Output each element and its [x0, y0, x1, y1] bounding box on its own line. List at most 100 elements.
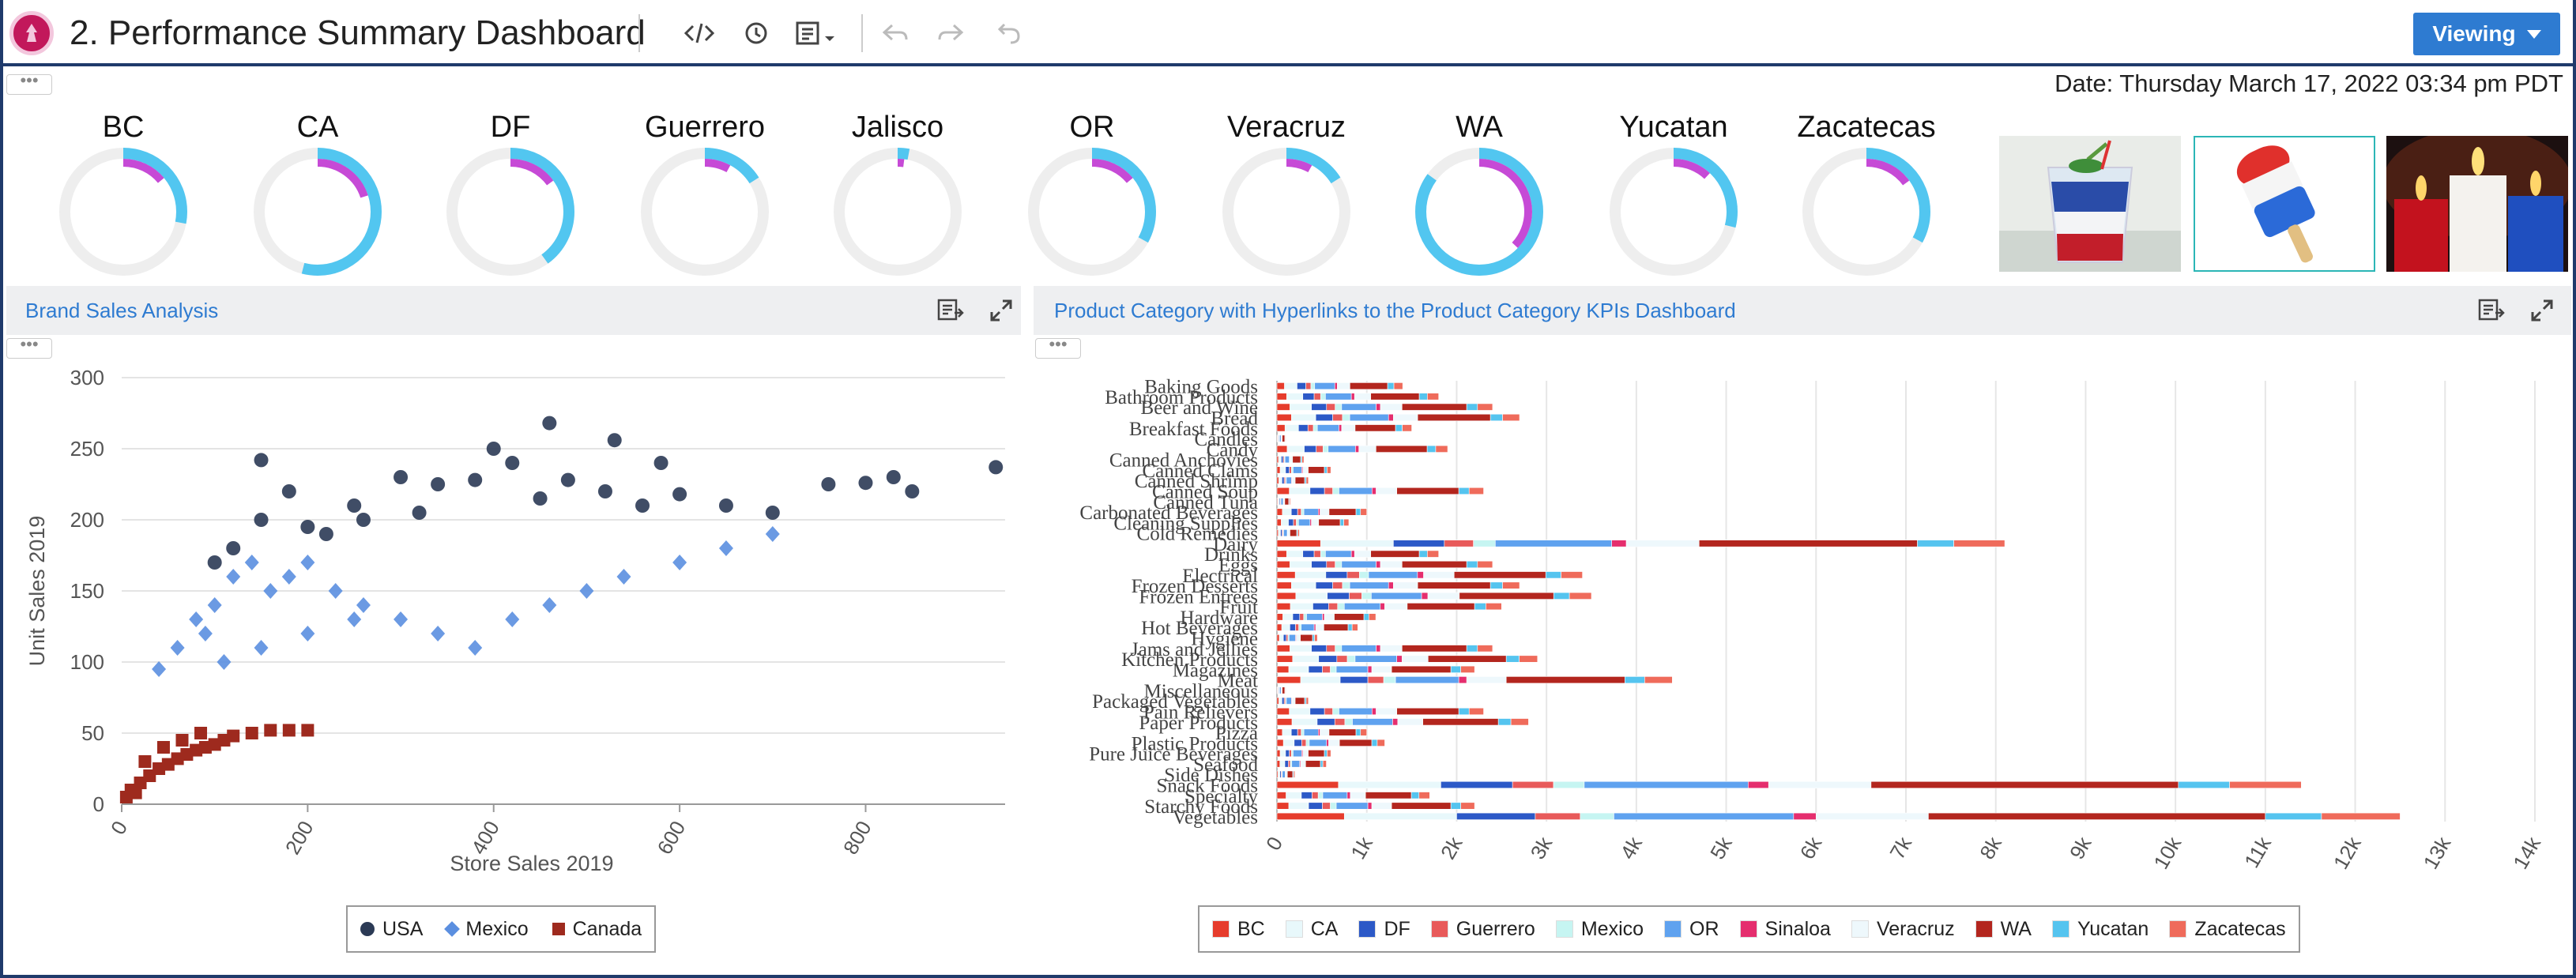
- bar-segment-or[interactable]: [1280, 498, 1284, 506]
- scatter-point-mexico[interactable]: [431, 626, 446, 641]
- category-label[interactable]: Cold Remedies: [1137, 524, 1258, 545]
- bar-segment-yucatan[interactable]: [1625, 676, 1645, 684]
- scatter-point-mexico[interactable]: [300, 555, 315, 570]
- bar-segment-df[interactable]: [1294, 739, 1302, 747]
- gauge-yucatan[interactable]: Yucatan: [1596, 111, 1751, 276]
- bar-segment-wa[interactable]: [1459, 592, 1554, 600]
- bar-segment-bc[interactable]: [1276, 781, 1339, 789]
- bar-segment-ca[interactable]: [1279, 697, 1282, 705]
- scatter-point-mexico[interactable]: [189, 611, 204, 627]
- bar-segment-zacatecas[interactable]: [1360, 508, 1368, 516]
- bar-segment-df[interactable]: [1301, 792, 1312, 799]
- scatter-point-canada[interactable]: [282, 724, 296, 737]
- bar-segment-yucatan[interactable]: [1489, 581, 1503, 589]
- bar-segment-guerrero[interactable]: [1307, 424, 1314, 432]
- bar-segment-wa[interactable]: [1376, 445, 1428, 453]
- bar-segment-sinaloa[interactable]: [1318, 508, 1320, 516]
- bar-segment-zacatecas[interactable]: [1293, 770, 1296, 778]
- bar-segment-sinaloa[interactable]: [1793, 812, 1817, 820]
- bar-segment-ca[interactable]: [1279, 476, 1282, 484]
- bar-segment-mexico[interactable]: [1344, 718, 1353, 726]
- bar-segment-guerrero[interactable]: [1286, 634, 1289, 642]
- bar-segment-sinaloa[interactable]: [1392, 718, 1399, 726]
- bar-segment-ca[interactable]: [1278, 529, 1281, 537]
- bar-segment-df[interactable]: [1308, 802, 1323, 810]
- bar-segment-ca[interactable]: [1294, 571, 1327, 579]
- bar-segment-veracruz[interactable]: [1423, 571, 1455, 579]
- legend-item-veracruz[interactable]: Veracruz: [1851, 918, 1955, 941]
- bar-segment-sinaloa[interactable]: [1376, 645, 1381, 653]
- scatter-point-canada[interactable]: [129, 786, 142, 799]
- scatter-point-mexico[interactable]: [217, 654, 232, 670]
- bar-segment-zacatecas[interactable]: [1427, 393, 1439, 401]
- bar-segment-or[interactable]: [1368, 571, 1418, 579]
- bar-segment-ca[interactable]: [1279, 634, 1284, 642]
- scatter-point-usa[interactable]: [300, 520, 315, 534]
- bar-segment-zacatecas[interactable]: [1343, 518, 1350, 526]
- bar-segment-zacatecas[interactable]: [1314, 634, 1318, 642]
- bar-segment-df[interactable]: [1318, 655, 1338, 663]
- bar-segment-yucatan[interactable]: [1474, 603, 1486, 611]
- bar-segment-ca[interactable]: [1320, 540, 1394, 547]
- scatter-point-mexico[interactable]: [347, 611, 362, 627]
- bar-segment-wa[interactable]: [1300, 634, 1313, 642]
- bar-segment-zacatecas[interactable]: [1953, 540, 2005, 547]
- bar-segment-wa[interactable]: [1417, 581, 1491, 589]
- bar-segment-veracruz[interactable]: [1380, 645, 1403, 653]
- category-label[interactable]: Miscellaneous: [1144, 681, 1258, 702]
- bar-segment-df[interactable]: [1282, 697, 1285, 705]
- bar-segment-wa[interactable]: [1324, 623, 1349, 631]
- scatter-point-usa[interactable]: [254, 513, 269, 527]
- bar-segment-zacatecas[interactable]: [1305, 697, 1309, 705]
- bar-segment-df[interactable]: [1292, 613, 1301, 621]
- bar-segment-wa[interactable]: [1290, 529, 1297, 537]
- bar-segment-mexico[interactable]: [1335, 403, 1343, 411]
- scatter-point-usa[interactable]: [505, 456, 520, 470]
- bar-segment-mexico[interactable]: [1303, 613, 1307, 621]
- bar-segment-ca[interactable]: [1289, 487, 1311, 495]
- bar-segment-bc[interactable]: [1276, 603, 1291, 611]
- bar-segment-sinaloa[interactable]: [1350, 393, 1355, 401]
- bar-segment-yucatan[interactable]: [1497, 718, 1512, 726]
- category-label[interactable]: Drinks: [1204, 544, 1258, 566]
- bar-segment-yucatan[interactable]: [1418, 393, 1428, 401]
- bar-segment-or[interactable]: [1314, 382, 1335, 390]
- legend-item-df[interactable]: DF: [1358, 918, 1410, 941]
- bar-segment-veracruz[interactable]: [1290, 456, 1294, 464]
- bar-segment-df[interactable]: [1325, 571, 1348, 579]
- legend-item-zacatecas[interactable]: Zacatecas: [2169, 918, 2286, 941]
- bar-segment-veracruz[interactable]: [1300, 760, 1306, 768]
- bar-segment-mexico[interactable]: [1342, 581, 1350, 589]
- bar-segment-wa[interactable]: [1422, 718, 1499, 726]
- bar-segment-veracruz[interactable]: [1393, 581, 1418, 589]
- bar-segment-ca[interactable]: [1282, 508, 1292, 516]
- bar-segment-veracruz[interactable]: [1302, 466, 1309, 474]
- scatter-point-mexico[interactable]: [328, 583, 343, 599]
- legend-item-or[interactable]: OR: [1664, 918, 1719, 941]
- bar-segment-bc[interactable]: [1276, 676, 1301, 684]
- scatter-point-usa[interactable]: [226, 541, 241, 555]
- bar-segment-mexico[interactable]: [1361, 592, 1372, 600]
- category-label[interactable]: Carbonated Beverages: [1079, 502, 1258, 524]
- category-label[interactable]: Pure Juice Beverages: [1089, 744, 1258, 765]
- bar-segment-ca[interactable]: [1300, 676, 1341, 684]
- bar-segment-yucatan[interactable]: [1355, 508, 1361, 516]
- legend-item-sinaloa[interactable]: Sinaloa: [1739, 918, 1831, 941]
- bar-segment-mexico[interactable]: [1342, 413, 1350, 422]
- bar-segment-yucatan[interactable]: [1320, 760, 1324, 768]
- bar-segment-bc[interactable]: [1276, 424, 1286, 432]
- scatter-point-canada[interactable]: [245, 727, 258, 739]
- bar-segment-zacatecas[interactable]: [1305, 476, 1309, 484]
- bar-segment-wa[interactable]: [1370, 550, 1420, 558]
- bar-segment-wa[interactable]: [1391, 802, 1452, 810]
- bar-segment-yucatan[interactable]: [1545, 571, 1561, 579]
- bar-segment-sinaloa[interactable]: [1417, 571, 1424, 579]
- bar-segment-guerrero[interactable]: [1313, 393, 1321, 401]
- bar-segment-mexico[interactable]: [1320, 393, 1326, 401]
- bar-segment-wa[interactable]: [1396, 707, 1459, 716]
- bar-segment-df[interactable]: [1290, 508, 1298, 516]
- bar-segment-mexico[interactable]: [1301, 728, 1305, 736]
- bar-segment-bc[interactable]: [1276, 739, 1284, 747]
- bar-segment-mexico[interactable]: [1305, 739, 1310, 747]
- bar-segment-zacatecas[interactable]: [1460, 665, 1475, 673]
